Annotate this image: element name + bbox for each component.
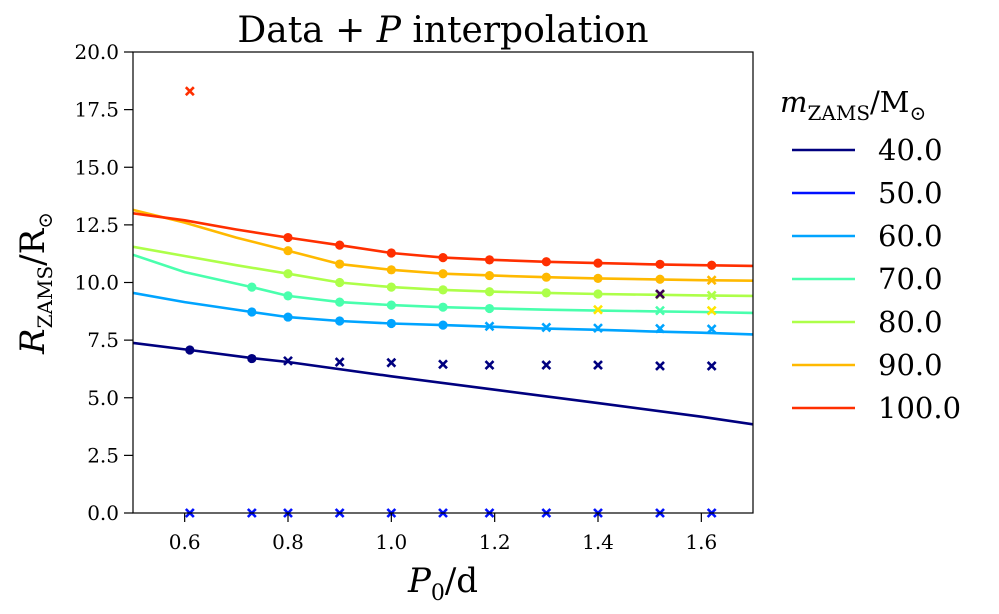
data-point-80.0 xyxy=(541,288,551,298)
cross-marker-40.0 xyxy=(438,359,448,370)
x-tick-label: 1.2 xyxy=(479,530,511,554)
data-point-90.0 xyxy=(283,246,293,256)
legend-label: 100.0 xyxy=(878,391,961,425)
cross-marker-40.0 xyxy=(484,360,495,370)
legend-title: mZAMS/M⊙ xyxy=(780,85,926,125)
legend-item: 50.0 xyxy=(792,176,943,210)
cross-marker-40.0 xyxy=(593,360,603,370)
legend-label: 40.0 xyxy=(878,133,943,167)
data-point-80.0 xyxy=(335,277,345,288)
y-axis-label: RZAMS/R⊙ xyxy=(13,212,57,355)
data-point-70.0 xyxy=(283,291,293,301)
data-point-100.0 xyxy=(386,248,396,258)
cross-marker-40.0 xyxy=(706,361,717,371)
data-point-60.0 xyxy=(386,318,396,329)
x-tick-label: 0.8 xyxy=(272,530,304,554)
cross-marker-60.0 xyxy=(706,324,717,334)
data-point-100.0 xyxy=(335,240,345,250)
data-point-70.0 xyxy=(438,302,448,312)
cross-marker-60.0 xyxy=(541,322,552,333)
data-point-70.0 xyxy=(386,300,396,310)
data-point-40.0 xyxy=(247,353,257,364)
data-point-70.0 xyxy=(484,303,495,314)
cross-marker-90.0 xyxy=(706,275,717,286)
data-point-80.0 xyxy=(386,282,396,292)
x-axis: 0.6 0.8 1.0 1.2 1.4 1.6 xyxy=(169,513,717,554)
data-point-90.0 xyxy=(541,272,551,282)
data-point-60.0 xyxy=(438,320,448,330)
data-point-80.0 xyxy=(438,285,448,295)
data-point-90.0 xyxy=(484,270,495,281)
data-point-70.0 xyxy=(335,297,345,307)
data-point-100.0 xyxy=(541,257,551,267)
y-tick-label: 2.5 xyxy=(87,443,119,467)
cross-marker xyxy=(706,305,717,316)
data-point-100.0 xyxy=(283,232,293,243)
cross-marker-60.0 xyxy=(593,323,603,334)
cross-marker-40.0 xyxy=(386,357,397,368)
cross-marker-80.0 xyxy=(706,290,717,301)
chart-title: Data + P interpolation xyxy=(237,10,648,51)
legend-item: 40.0 xyxy=(792,133,943,167)
data-point-60.0 xyxy=(247,307,257,317)
plot-area xyxy=(132,51,754,518)
cross-marker-60.0 xyxy=(484,321,495,332)
legend-label: 90.0 xyxy=(878,348,943,382)
data-point-90.0 xyxy=(386,265,396,275)
plot-content xyxy=(133,86,753,518)
y-tick-label: 7.5 xyxy=(87,328,119,352)
data-point-100.0 xyxy=(707,260,717,270)
legend-label: 50.0 xyxy=(878,176,943,210)
cross-marker-40.0 xyxy=(283,355,293,366)
cross-marker xyxy=(593,304,603,315)
legend-item: 70.0 xyxy=(792,262,943,296)
legend-label: 60.0 xyxy=(878,219,943,253)
x-axis-label: P0/d xyxy=(407,561,478,606)
data-point-70.0 xyxy=(247,282,257,292)
data-point-80.0 xyxy=(283,269,293,279)
legend-item: 60.0 xyxy=(792,219,943,253)
cross-marker xyxy=(655,289,665,299)
legend-item: 100.0 xyxy=(792,391,961,425)
legend-item: 90.0 xyxy=(792,348,943,382)
data-point-100.0 xyxy=(484,255,495,265)
data-point-100.0 xyxy=(655,259,665,269)
cross-marker-70.0 xyxy=(655,305,665,316)
data-point-90.0 xyxy=(655,274,665,284)
x-tick-label: 0.6 xyxy=(169,530,201,554)
data-point-90.0 xyxy=(593,273,603,283)
cross-marker-40.0 xyxy=(334,357,345,367)
legend: 40.0 50.0 60.0 70.0 80.0 90.0 100.0 xyxy=(792,133,961,425)
legend-label: 80.0 xyxy=(878,305,943,339)
legend-label: 70.0 xyxy=(878,262,943,296)
x-tick-label: 1.6 xyxy=(685,530,717,554)
data-point-90.0 xyxy=(438,269,448,279)
x-tick-label: 1.4 xyxy=(582,530,614,554)
y-tick-label: 5.0 xyxy=(87,386,119,410)
y-tick-label: 10.0 xyxy=(74,271,119,295)
y-tick-label: 12.5 xyxy=(74,213,119,237)
data-point-100.0 xyxy=(438,253,448,263)
y-axis: 0.0 2.5 5.0 7.5 10.0 12.5 15.0 17.5 20.0 xyxy=(74,40,133,525)
cross-marker-60.0 xyxy=(655,323,665,334)
cross-marker-100.0 xyxy=(184,86,195,97)
data-point-80.0 xyxy=(484,287,495,297)
data-point-90.0 xyxy=(335,259,345,269)
x-tick-label: 1.0 xyxy=(375,530,407,554)
y-tick-label: 20.0 xyxy=(74,40,119,64)
data-point-100.0 xyxy=(593,258,603,268)
y-tick-label: 0.0 xyxy=(87,501,119,525)
data-point-60.0 xyxy=(283,312,293,322)
series-line-40.0 xyxy=(133,341,753,426)
cross-marker-40.0 xyxy=(541,360,552,370)
y-tick-label: 15.0 xyxy=(74,155,119,179)
y-tick-label: 17.5 xyxy=(74,98,119,122)
cross-marker-40.0 xyxy=(655,361,665,371)
data-point-60.0 xyxy=(335,316,345,326)
data-point-40.0 xyxy=(185,345,195,355)
legend-item: 80.0 xyxy=(792,305,943,339)
data-point-80.0 xyxy=(593,289,603,299)
